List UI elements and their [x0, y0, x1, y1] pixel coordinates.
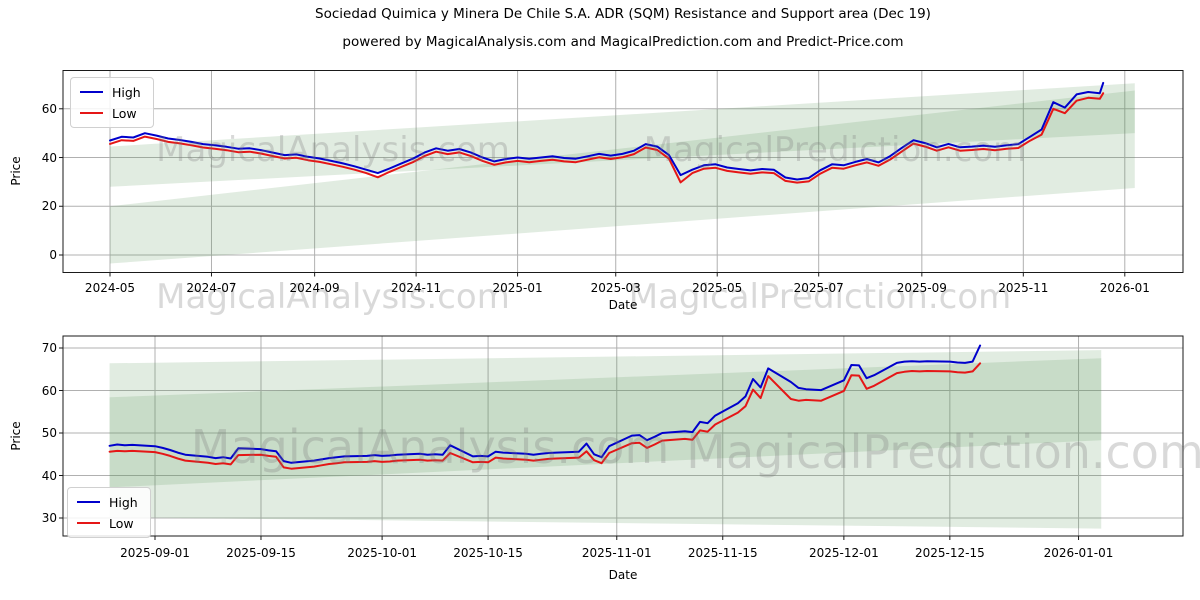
y-tick-label: 50 [41, 426, 57, 440]
x-tick-label: 2024-07 [186, 281, 237, 295]
bottom-x-axis-label: Date [608, 568, 638, 582]
y-tick-label: 0 [49, 248, 57, 262]
high-line-swatch [77, 500, 100, 504]
plot-spine [62, 335, 1184, 537]
bottom-chart-legend: High Low [67, 487, 151, 538]
y-tick-label: 40 [41, 150, 57, 165]
x-tick-label: 2025-11-15 [687, 546, 758, 560]
y-tick-label: 60 [41, 383, 57, 398]
y-tick-label: 40 [41, 468, 57, 483]
x-tick-label: 2025-10-01 [347, 546, 417, 560]
y-tick-label: 30 [41, 511, 57, 525]
x-tick-label: 2026-01 [1099, 281, 1150, 295]
x-tick-label: 2025-03 [590, 281, 641, 295]
legend-label-low: Low [112, 105, 137, 121]
plot-spine [62, 70, 1184, 273]
legend-item-high: High [80, 83, 141, 101]
y-tick-label: 70 [41, 341, 57, 355]
legend-label-high: High [112, 84, 141, 100]
x-tick-label: 2024-05 [84, 281, 136, 295]
high-line [109, 81, 1105, 181]
x-tick-label: 2025-11 [998, 281, 1049, 295]
y-tick-label: 60 [41, 101, 57, 116]
x-tick-label: 2025-01 [492, 281, 543, 295]
legend-label-high: High [109, 494, 138, 510]
x-tick-label: 2025-07 [793, 281, 844, 295]
x-tick-label: 2025-09-01 [120, 546, 190, 560]
support-area-band [109, 358, 1102, 529]
x-tick-label: 2024-09 [289, 281, 340, 295]
low-line [108, 362, 982, 470]
top-chart-plot [59, 70, 1184, 277]
chart-title: Sociedad Quimica y Minera De Chile S.A. … [315, 6, 931, 22]
high-line-swatch [80, 90, 103, 94]
x-tick-label: 2025-09 [896, 281, 947, 295]
y-tick-label: 20 [41, 199, 57, 214]
x-tick-label: 2025-11-01 [581, 546, 652, 560]
legend-item-low: Low [77, 514, 138, 532]
x-tick-label: 2025-12-15 [914, 546, 985, 560]
low-line-swatch [80, 111, 103, 115]
low-line [109, 92, 1105, 184]
x-tick-label: 2025-12-01 [808, 546, 879, 560]
resistance-area-band [109, 350, 1102, 488]
high-line [108, 344, 982, 464]
low-line-swatch [77, 521, 100, 525]
legend-item-low: Low [80, 104, 141, 122]
resistance-area-band [110, 83, 1135, 187]
x-tick-label: 2025-05 [692, 281, 743, 295]
top-x-axis-label: Date [608, 298, 638, 312]
legend-label-low: Low [109, 515, 134, 531]
bottom-chart-plot [59, 335, 1184, 540]
x-tick-label: 2025-10-15 [453, 546, 523, 560]
chart-subtitle: powered by MagicalAnalysis.com and Magic… [342, 34, 904, 50]
support-area-band [110, 90, 1135, 264]
x-tick-label: 2025-09-15 [226, 546, 296, 560]
top-chart-legend: High Low [70, 77, 154, 128]
x-tick-label: 2024-11 [391, 281, 442, 295]
legend-item-high: High [77, 493, 138, 511]
x-tick-label: 2026-01-01 [1043, 546, 1114, 560]
